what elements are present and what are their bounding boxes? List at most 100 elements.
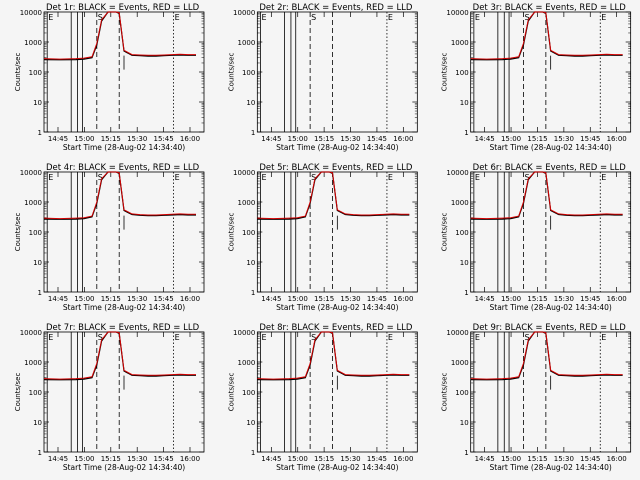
x-tick-label: 15:45	[367, 295, 387, 303]
x-tick-label: 15:15	[527, 295, 547, 303]
y-tick-label: 100	[242, 69, 255, 77]
y-axis-label: Counts/sec	[227, 373, 235, 412]
y-tick-label: 1000	[24, 359, 42, 367]
time-marker-label: E	[388, 13, 393, 22]
y-tick-label: 100	[242, 229, 255, 237]
y-tick-label: 100	[29, 69, 42, 77]
time-marker-label: E	[475, 333, 480, 342]
panel-det-3r: Det 3r: BLACK = Events, RED = LLD 1 10 100 1…	[441, 3, 632, 152]
x-tick-label: 16:00	[607, 455, 627, 463]
x-tick-label: 15:00	[74, 455, 94, 463]
time-marker-label: E	[48, 333, 53, 342]
x-tick-label: 15:45	[580, 135, 600, 143]
x-tick-label: 14:45	[475, 295, 495, 303]
y-tick-label: 1000	[238, 199, 256, 207]
panel-det-8r: Det 8r: BLACK = Events, RED = LLD 1 10 100 1…	[227, 323, 418, 472]
panel-title: Det 1r: BLACK = Events, RED = LLD	[46, 3, 200, 13]
plot-frame	[43, 331, 205, 453]
x-tick-label: 15:30	[340, 455, 360, 463]
x-tick-label: 15:45	[154, 295, 174, 303]
x-axis-label: Start Time (28-Aug-02 14:34:40)	[63, 463, 185, 472]
x-axis-label: Start Time (28-Aug-02 14:34:40)	[276, 143, 398, 152]
y-tick-label: 10	[33, 259, 42, 267]
time-marker-label: E	[601, 13, 606, 22]
x-tick-label: 14:45	[261, 135, 281, 143]
series-line-lld	[257, 171, 410, 220]
y-tick-label: 1	[464, 289, 468, 297]
y-tick-label: 10	[33, 99, 42, 107]
x-tick-label: 14:45	[261, 455, 281, 463]
x-tick-label: 15:00	[288, 295, 308, 303]
panel-title: Det 9r: BLACK = Events, RED = LLD	[473, 323, 627, 333]
x-tick-label: 15:30	[554, 295, 574, 303]
time-marker-label: E	[262, 333, 267, 342]
x-tick-label: 15:00	[288, 455, 308, 463]
plot-frame	[470, 171, 632, 293]
y-tick-label: 1000	[24, 199, 42, 207]
y-tick-label: 10	[246, 99, 255, 107]
y-tick-label: 1	[464, 449, 468, 457]
y-tick-label: 1000	[238, 359, 256, 367]
panel-det-5r: Det 5r: BLACK = Events, RED = LLD 1 10 100 1…	[227, 163, 418, 312]
time-marker-label: E	[262, 173, 267, 182]
series-line-lld	[470, 171, 623, 220]
time-marker-label: S	[98, 333, 103, 342]
series-line-lld	[43, 171, 196, 220]
panel-title: Det 8r: BLACK = Events, RED = LLD	[259, 323, 413, 333]
plot-frame	[256, 331, 418, 453]
x-axis-label: Start Time (28-Aug-02 14:34:40)	[489, 143, 611, 152]
panel-det-2r: Det 2r: BLACK = Events, RED = LLD 1 10 100 1…	[227, 3, 418, 152]
y-tick-label: 10000	[20, 9, 42, 17]
plot-frame	[43, 11, 205, 133]
x-tick-label: 15:30	[340, 295, 360, 303]
y-tick-label: 10000	[446, 329, 468, 337]
y-axis-label: Counts/sec	[441, 53, 449, 92]
x-axis-label: Start Time (28-Aug-02 14:34:40)	[489, 463, 611, 472]
panel-title: Det 3r: BLACK = Events, RED = LLD	[473, 3, 627, 13]
y-tick-label: 10000	[233, 169, 255, 177]
y-tick-label: 100	[455, 69, 468, 77]
x-tick-label: 14:45	[48, 135, 68, 143]
time-marker-label: S	[524, 333, 529, 342]
y-tick-label: 10	[460, 99, 469, 107]
x-tick-label: 15:30	[554, 135, 574, 143]
x-tick-label: 16:00	[393, 135, 413, 143]
y-tick-label: 1	[251, 129, 255, 137]
x-tick-label: 14:45	[475, 455, 495, 463]
x-tick-label: 15:45	[154, 455, 174, 463]
time-marker-label: E	[262, 13, 267, 22]
plot-frame	[43, 171, 205, 293]
y-tick-label: 1	[251, 289, 255, 297]
y-axis-label: Counts/sec	[14, 213, 22, 252]
y-axis-label: Counts/sec	[441, 213, 449, 252]
y-tick-label: 1	[38, 129, 42, 137]
series-line-lld	[43, 11, 196, 60]
time-marker-label: E	[48, 13, 53, 22]
plot-frame	[470, 11, 632, 133]
x-tick-label: 16:00	[607, 135, 627, 143]
y-tick-label: 1000	[451, 199, 469, 207]
y-tick-label: 10	[460, 419, 469, 427]
y-tick-label: 10	[246, 419, 255, 427]
x-tick-label: 15:30	[554, 455, 574, 463]
x-tick-label: 15:15	[527, 455, 547, 463]
x-tick-label: 15:15	[314, 295, 334, 303]
y-tick-label: 10000	[233, 329, 255, 337]
x-tick-label: 16:00	[393, 295, 413, 303]
x-tick-label: 15:00	[74, 135, 94, 143]
y-tick-label: 10000	[233, 9, 255, 17]
plot-frame	[470, 331, 632, 453]
x-tick-label: 15:30	[127, 135, 147, 143]
x-tick-label: 15:30	[340, 135, 360, 143]
panel-det-6r: Det 6r: BLACK = Events, RED = LLD 1 10 100 1…	[441, 163, 632, 312]
y-tick-label: 10	[460, 259, 469, 267]
time-marker-label: E	[388, 333, 393, 342]
x-tick-label: 15:15	[527, 135, 547, 143]
plot-frame	[256, 171, 418, 293]
time-marker-label: E	[475, 173, 480, 182]
x-tick-label: 15:15	[314, 455, 334, 463]
x-tick-label: 15:15	[314, 135, 334, 143]
y-tick-label: 1	[251, 449, 255, 457]
time-marker-label: E	[388, 173, 393, 182]
y-axis-label: Counts/sec	[14, 53, 22, 92]
